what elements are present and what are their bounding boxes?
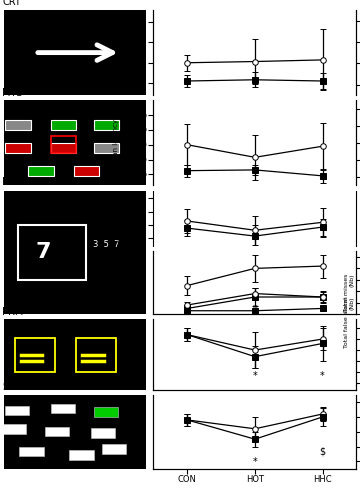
Bar (45, 426, 69, 436)
Bar (5, 143, 31, 153)
Y-axis label: Mean latency
(ms): Mean latency (ms) (113, 120, 126, 166)
Bar (102, 444, 126, 454)
Text: *: * (252, 371, 257, 381)
Text: Total false alarm
(Nb): Total false alarm (Nb) (344, 296, 355, 348)
Text: MTS: MTS (2, 88, 23, 98)
Bar (76, 338, 117, 372)
Text: RVP: RVP (2, 177, 21, 187)
Bar (28, 166, 54, 176)
Bar (19, 446, 44, 456)
Bar (51, 404, 75, 413)
Bar (51, 136, 76, 153)
Text: $: $ (320, 447, 326, 457)
Bar (94, 120, 119, 130)
Bar (18, 225, 86, 280)
Text: *: * (252, 304, 257, 314)
Bar (73, 166, 99, 176)
Bar (15, 338, 55, 372)
Bar (2, 424, 26, 434)
Y-axis label: Mean latency
(ms): Mean latency (ms) (117, 29, 131, 76)
Bar (51, 143, 76, 153)
Bar (5, 120, 31, 130)
Y-axis label: Mean latency
(ms): Mean latency (ms) (117, 195, 131, 242)
Text: *: * (320, 371, 325, 381)
Bar (69, 450, 94, 460)
Text: 3  5  7: 3 5 7 (93, 240, 120, 250)
Text: 7: 7 (36, 242, 51, 262)
Text: CRT: CRT (2, 0, 21, 8)
Bar (51, 120, 76, 130)
Bar (94, 143, 119, 153)
Text: SSP: SSP (2, 382, 21, 392)
Bar (94, 408, 118, 417)
Text: Total misses
(Nb): Total misses (Nb) (344, 274, 355, 312)
Text: PRM: PRM (2, 307, 23, 317)
Text: *: * (252, 456, 257, 466)
Bar (5, 406, 29, 415)
Bar (91, 428, 115, 438)
